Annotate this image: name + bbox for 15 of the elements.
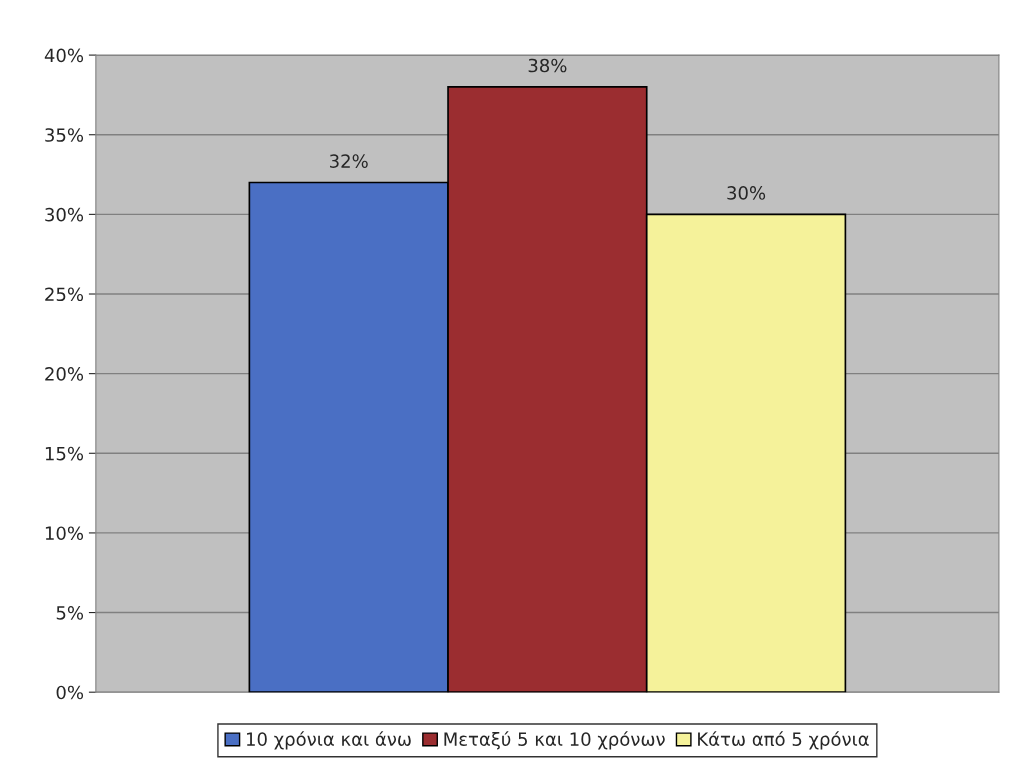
legend-label: Μεταξύ 5 και 10 χρόνων — [444, 731, 665, 750]
y-tick-label: 40% — [44, 48, 84, 63]
data-label: 30% — [727, 186, 766, 200]
y-tick-label: 20% — [45, 367, 84, 381]
legend-label: Κάτω από 5 χρόνια — [698, 731, 869, 750]
y-tick-label: 15% — [45, 446, 84, 461]
y-tick-label: 35% — [45, 128, 84, 142]
y-tick-label: 25% — [45, 287, 84, 302]
y-tick-label: 10% — [45, 526, 84, 541]
data-label: 38% — [528, 58, 567, 73]
y-tick-label: 0% — [56, 685, 84, 700]
y-tick-label: 5% — [56, 606, 84, 620]
legend-label: 10 χρόνια και άνω — [247, 731, 411, 750]
data-label: 32% — [330, 154, 368, 168]
y-tick-label: 30% — [45, 207, 84, 222]
